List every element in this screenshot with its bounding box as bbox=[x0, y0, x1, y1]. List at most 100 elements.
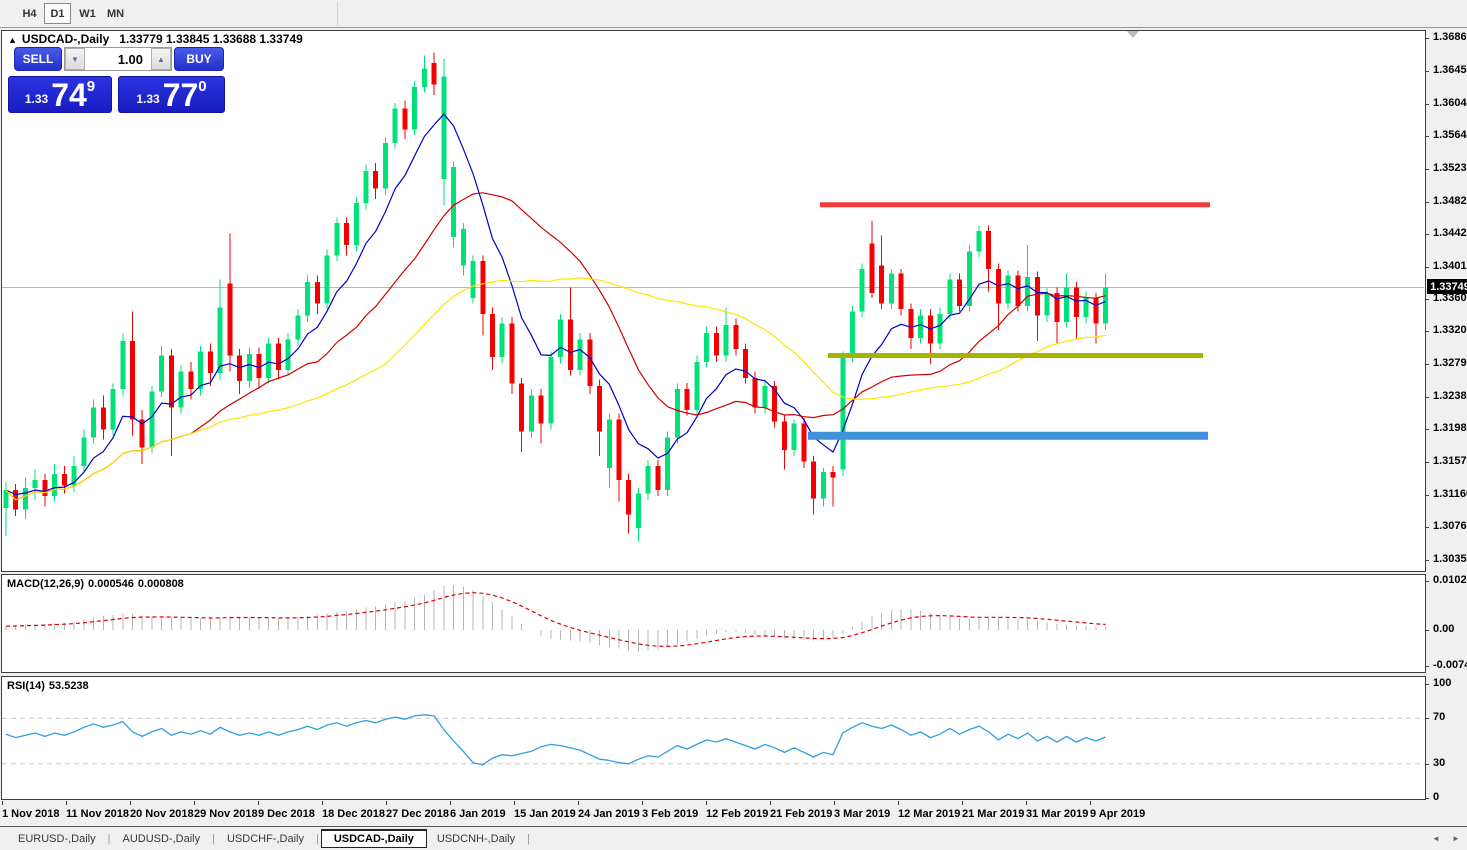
date-tick bbox=[66, 801, 67, 805]
axis-tick bbox=[1425, 103, 1429, 105]
main-chart-canvas[interactable] bbox=[0, 30, 1426, 572]
buy-price-button[interactable]: 1.33 77 0 bbox=[118, 76, 225, 113]
date-label: 31 Mar 2019 bbox=[1026, 808, 1089, 820]
toolbar-divider bbox=[337, 2, 338, 26]
symbol-tab-audusd[interactable]: AUDUSD-,Daily bbox=[122, 832, 201, 845]
chart-symbol-label: USDCAD-,Daily bbox=[21, 32, 110, 46]
macd-name-label: MACD(12,26,9) bbox=[7, 578, 85, 590]
buy-price-prefix: 1.33 bbox=[136, 92, 160, 106]
date-label: 9 Dec 2018 bbox=[258, 808, 315, 820]
tabbar-separator bbox=[0, 826, 1467, 827]
rsi-indicator-canvas[interactable] bbox=[0, 676, 1426, 801]
date-tick bbox=[1026, 801, 1027, 805]
date-label: 3 Feb 2019 bbox=[642, 808, 699, 820]
volume-spinner: ▼ 1.00 ▲ bbox=[64, 47, 172, 71]
macd-indicator-canvas[interactable] bbox=[0, 574, 1426, 674]
macd-axis-label: -0.007477 bbox=[1433, 658, 1467, 671]
macd-signal-value: 0.000808 bbox=[137, 578, 184, 590]
symbol-tab-usdcad[interactable]: USDCAD-,Daily bbox=[320, 829, 427, 848]
sell-price-main: 74 bbox=[51, 77, 87, 113]
axis-tick bbox=[1425, 798, 1429, 799]
price-axis-label: 1.34820 bbox=[1433, 194, 1467, 207]
date-tick bbox=[2, 801, 3, 805]
price-axis-label: 1.31570 bbox=[1433, 455, 1467, 468]
price-axis-label: 1.33600 bbox=[1433, 292, 1467, 305]
volume-increase-button[interactable]: ▲ bbox=[151, 48, 171, 70]
date-tick bbox=[386, 801, 387, 805]
rsi-name-label: RSI(14) bbox=[7, 680, 45, 692]
price-axis-label: 1.31980 bbox=[1433, 422, 1467, 435]
buy-button[interactable]: BUY bbox=[174, 47, 224, 71]
macd-header: MACD(12,26,9) 0.000546 0.000808 bbox=[7, 578, 188, 590]
tab-separator: | bbox=[527, 832, 530, 845]
date-label: 9 Apr 2019 bbox=[1090, 808, 1146, 820]
symbol-tab-usdcnh[interactable]: USDCNH-,Daily bbox=[436, 832, 516, 845]
date-label: 20 Nov 2018 bbox=[130, 808, 194, 820]
date-tick bbox=[642, 801, 643, 805]
sell-price-pip: 9 bbox=[86, 78, 96, 95]
one-click-trade-panel: SELL ▼ 1.00 ▲ BUY 1.33 74 9 1.33 77 0 bbox=[8, 47, 226, 113]
price-axis-label: 1.34010 bbox=[1433, 259, 1467, 272]
axis-tick bbox=[1425, 201, 1429, 203]
price-axis-label: 1.35230 bbox=[1433, 161, 1467, 174]
axis-tick bbox=[1425, 665, 1429, 667]
macd-axis-label: 0.00 bbox=[1433, 623, 1455, 635]
date-label: 11 Nov 2018 bbox=[66, 808, 129, 820]
axis-tick bbox=[1425, 135, 1429, 137]
date-label: 29 Nov 2018 bbox=[194, 808, 258, 820]
date-tick bbox=[834, 801, 835, 805]
timeframe-tab-h4[interactable]: H4 bbox=[22, 7, 37, 20]
symbol-tab-usdchf[interactable]: USDCHF-,Daily bbox=[226, 832, 304, 845]
axis-tick bbox=[1425, 560, 1429, 561]
date-label: 15 Jan 2019 bbox=[514, 808, 576, 820]
price-axis-label: 1.35640 bbox=[1433, 128, 1467, 141]
date-tick bbox=[258, 801, 259, 805]
sell-button[interactable]: SELL bbox=[14, 47, 62, 71]
axis-tick bbox=[1425, 299, 1429, 301]
tabs-scroll-left-icon[interactable]: ◄ bbox=[1432, 834, 1440, 843]
volume-decrease-button[interactable]: ▼ bbox=[65, 48, 85, 70]
rsi-header: RSI(14) 53.5238 bbox=[7, 680, 93, 692]
axis-tick bbox=[1425, 630, 1429, 631]
date-tick bbox=[322, 801, 323, 805]
date-tick bbox=[578, 801, 579, 805]
date-label: 12 Mar 2019 bbox=[898, 808, 961, 820]
macd-axis-label: 0.010229 bbox=[1433, 574, 1467, 586]
timeframe-tab-d1[interactable]: D1 bbox=[44, 3, 71, 24]
axis-tick bbox=[1425, 70, 1429, 72]
date-tick bbox=[1090, 801, 1091, 805]
axis-tick bbox=[1425, 429, 1429, 431]
axis-tick bbox=[1425, 397, 1429, 399]
sell-price-button[interactable]: 1.33 74 9 bbox=[8, 76, 112, 113]
tabs-scroll-right-icon[interactable]: ► bbox=[1452, 834, 1460, 843]
axis-tick bbox=[1425, 718, 1429, 720]
tab-separator: | bbox=[107, 832, 111, 845]
axis-tick bbox=[1425, 581, 1429, 582]
date-axis[interactable]: 1 Nov 2018 11 Nov 2018 20 Nov 2018 29 Nov 2… bbox=[0, 800, 1425, 826]
axis-tick bbox=[1425, 527, 1429, 529]
date-label: 1 Nov 2018 bbox=[2, 808, 60, 820]
price-axis-label: 1.36450 bbox=[1433, 63, 1467, 76]
price-axis[interactable]: 1.33749 1.36860 1.36450 1.36040 1.35640 1.35… bbox=[1425, 0, 1467, 850]
rsi-axis-label: 100 bbox=[1433, 677, 1452, 689]
date-label: 21 Mar 2019 bbox=[962, 808, 1025, 820]
date-tick bbox=[706, 801, 707, 805]
price-axis-label: 1.32380 bbox=[1433, 390, 1467, 403]
date-tick bbox=[514, 801, 515, 805]
rsi-axis-label: 70 bbox=[1433, 711, 1446, 724]
timeframe-tab-mn[interactable]: MN bbox=[106, 7, 125, 20]
scroll-to-end-marker-icon[interactable] bbox=[1127, 31, 1139, 38]
price-axis-label: 1.36040 bbox=[1433, 96, 1467, 109]
macd-value: 0.000546 bbox=[88, 578, 134, 590]
symbol-tab-bar: EURUSD-,Daily | AUDUSD-,Daily | USDCHF-,Dail… bbox=[8, 827, 532, 850]
collapse-chart-icon[interactable]: ▲ bbox=[8, 35, 17, 45]
date-label: 27 Dec 2018 bbox=[386, 808, 449, 820]
timeframe-tab-w1[interactable]: W1 bbox=[79, 7, 96, 20]
date-tick bbox=[898, 801, 899, 805]
volume-input[interactable]: 1.00 bbox=[117, 51, 143, 67]
price-axis-label: 1.30760 bbox=[1433, 520, 1467, 533]
symbol-tab-eurusd[interactable]: EURUSD-,Daily bbox=[18, 832, 96, 845]
axis-tick bbox=[1425, 684, 1429, 685]
price-axis-label: 1.31160 bbox=[1433, 488, 1467, 501]
